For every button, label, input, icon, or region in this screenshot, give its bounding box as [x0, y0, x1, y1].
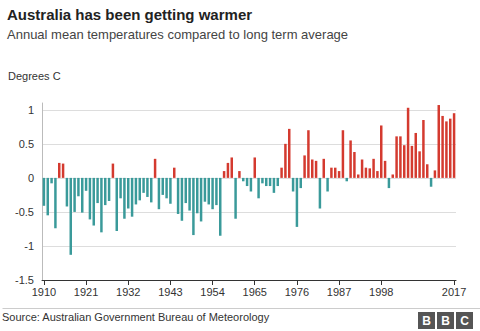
svg-text:1987: 1987	[327, 286, 351, 298]
svg-text:Source: Australian Government: Source: Australian Government Bureau of …	[2, 311, 270, 323]
svg-text:C: C	[460, 314, 469, 328]
svg-text:1921: 1921	[74, 286, 98, 298]
svg-text:0.5: 0.5	[19, 138, 34, 150]
svg-text:Annual mean temperatures compa: Annual mean temperatures compared to lon…	[7, 27, 348, 42]
svg-text:1998: 1998	[369, 286, 393, 298]
svg-text:1954: 1954	[200, 286, 224, 298]
svg-text:-1: -1	[24, 240, 34, 252]
svg-text:1943: 1943	[158, 286, 182, 298]
svg-text:1932: 1932	[116, 286, 140, 298]
svg-text:B: B	[422, 314, 431, 328]
svg-text:B: B	[441, 314, 450, 328]
svg-text:1: 1	[28, 104, 34, 116]
svg-text:1965: 1965	[243, 286, 267, 298]
svg-text:0: 0	[28, 172, 34, 184]
svg-text:-0.5: -0.5	[15, 206, 34, 218]
svg-text:Degrees C: Degrees C	[8, 70, 61, 82]
svg-text:Australia has been getting war: Australia has been getting warmer	[7, 6, 252, 23]
svg-text:-1.5: -1.5	[15, 274, 34, 286]
svg-text:2017: 2017	[442, 286, 466, 298]
svg-text:1976: 1976	[285, 286, 309, 298]
svg-text:1910: 1910	[32, 286, 56, 298]
